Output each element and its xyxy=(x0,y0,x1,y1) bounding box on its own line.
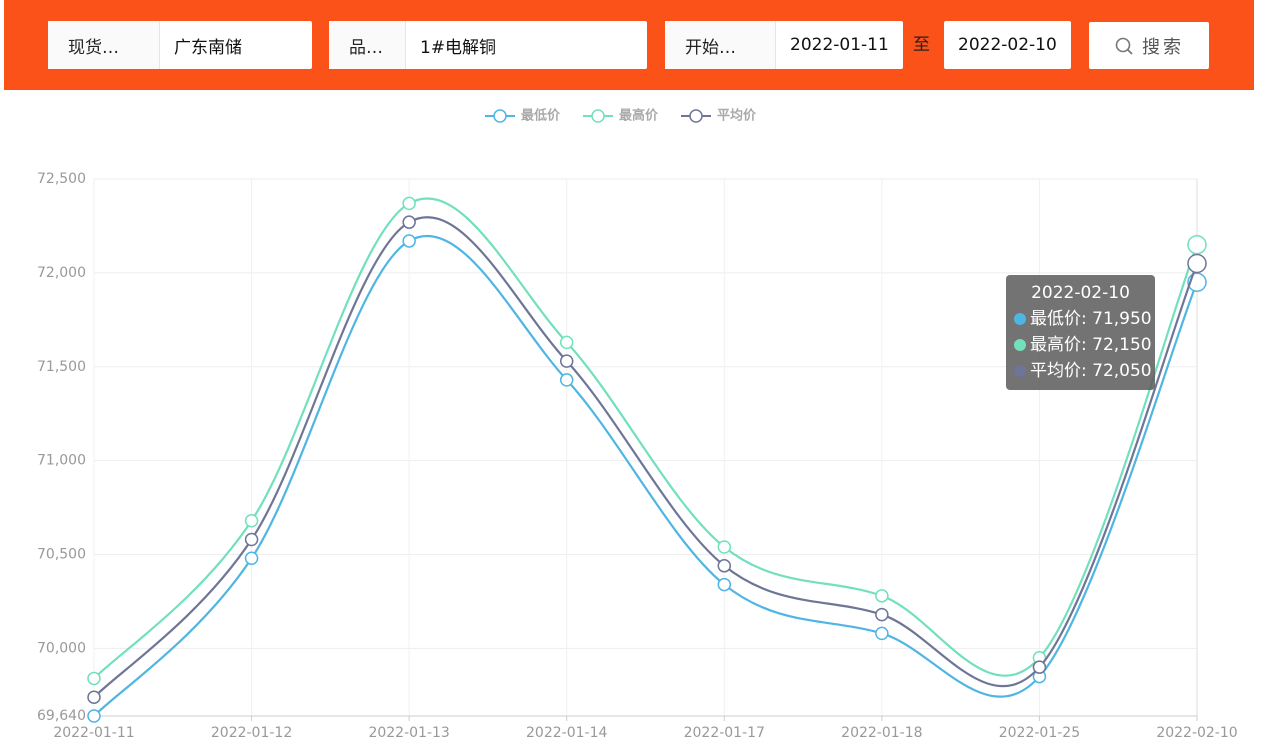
x-tick-label: 2022-01-13 xyxy=(368,725,449,741)
data-point xyxy=(402,234,416,248)
data-point xyxy=(717,540,732,554)
button-label: 搜索 xyxy=(1142,36,1184,58)
data-point xyxy=(1032,660,1047,674)
y-tick-label: 72,000 xyxy=(37,265,86,281)
tooltip-text: 最高价: 72,150 xyxy=(1030,335,1152,355)
legend-label: 最低价 xyxy=(521,108,561,124)
data-point xyxy=(87,709,101,723)
x-tick-label: 2022-01-12 xyxy=(211,725,292,741)
y-tick-label: 71,500 xyxy=(37,359,86,375)
date-group[interactable]: 开始… 2022-01-11 xyxy=(665,21,903,69)
data-point xyxy=(402,215,416,229)
data-point xyxy=(875,626,889,641)
field-group[interactable]: 品… 1#电解铜 xyxy=(329,21,647,69)
y-tick-label: 71,000 xyxy=(37,453,86,469)
search-button[interactable]: 搜索 xyxy=(1089,22,1209,69)
data-point xyxy=(244,513,259,528)
data-point xyxy=(87,690,101,704)
x-tick-label: 2022-01-14 xyxy=(526,725,607,741)
tooltip-text: 最低价: 71,950 xyxy=(1030,309,1152,329)
legend-marker xyxy=(493,109,507,123)
data-point xyxy=(717,559,732,573)
tooltip-dot xyxy=(1014,339,1026,351)
data-point xyxy=(875,589,889,603)
field-label: 现货… xyxy=(48,21,160,69)
field-label: 开始… xyxy=(665,21,776,69)
data-point xyxy=(1187,234,1207,255)
field-value[interactable]: 广东南储 xyxy=(174,37,242,58)
field-value[interactable]: 1#电解铜 xyxy=(420,37,497,58)
legend-label: 平均价 xyxy=(717,108,757,124)
x-tick-label: 2022-01-11 xyxy=(53,725,134,741)
data-point xyxy=(559,335,574,350)
date-group[interactable]: 2022-02-10 xyxy=(944,21,1071,69)
legend-item[interactable]: 平均价 xyxy=(681,108,757,124)
tooltip-row: 最高价: 72,150 xyxy=(1014,332,1155,358)
series-line xyxy=(93,197,1199,680)
legend-item[interactable]: 最低价 xyxy=(485,108,561,124)
field-label: 品… xyxy=(329,21,406,69)
data-point xyxy=(244,532,259,547)
end-date[interactable]: 2022-02-10 xyxy=(958,35,1057,55)
y-tick-label: 72,500 xyxy=(37,171,86,187)
tooltip-row: 平均价: 72,050 xyxy=(1014,358,1155,384)
tooltip-row: 最低价: 71,950 xyxy=(1014,306,1155,332)
x-tick-label: 2022-01-18 xyxy=(841,725,922,741)
x-tick-label: 2022-01-25 xyxy=(999,725,1080,741)
date-separator: 至 xyxy=(913,35,930,55)
y-tick-label: 70,500 xyxy=(37,547,86,563)
data-point xyxy=(244,551,259,566)
y-tick-label: 70,000 xyxy=(37,640,86,656)
legend-label: 最高价 xyxy=(619,108,659,124)
tooltip-title: 2022-02-10 xyxy=(1031,283,1130,303)
start-date[interactable]: 2022-01-11 xyxy=(790,35,889,55)
tooltip-dot xyxy=(1014,313,1026,325)
tooltip-text: 平均价: 72,050 xyxy=(1030,361,1152,381)
y-tick-label: 69,640 xyxy=(37,708,86,724)
search-icon xyxy=(1115,37,1133,55)
data-point xyxy=(87,671,101,686)
legend-item[interactable]: 最高价 xyxy=(583,108,659,124)
data-point xyxy=(717,577,732,592)
legend-marker xyxy=(689,109,703,123)
field-group[interactable]: 现货… 广东南储 xyxy=(48,21,312,69)
x-tick-label: 2022-01-17 xyxy=(684,725,765,741)
data-point xyxy=(1187,253,1207,274)
x-tick-label: 2022-02-10 xyxy=(1156,725,1237,741)
legend-marker xyxy=(591,109,605,123)
tooltip-dot xyxy=(1014,365,1026,377)
tooltip: 2022-02-10 最低价: 71,950 最高价: 72,150 平均价: 72… xyxy=(1006,275,1155,390)
data-point xyxy=(875,607,889,622)
data-point xyxy=(559,354,574,368)
data-point xyxy=(402,196,416,211)
data-point xyxy=(559,373,574,387)
